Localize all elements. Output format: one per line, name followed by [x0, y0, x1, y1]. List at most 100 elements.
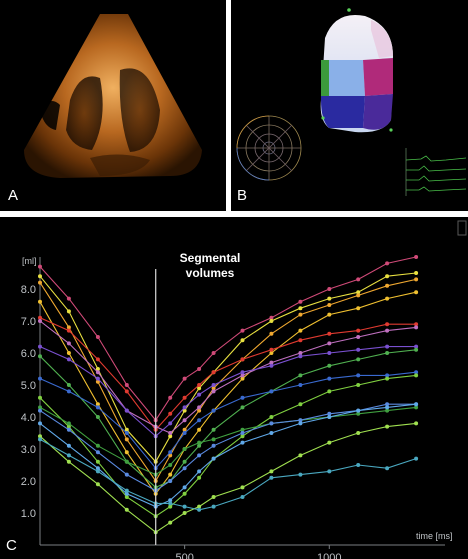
- series-1-point: [327, 287, 332, 291]
- series-7-point: [95, 376, 100, 381]
- series-6-point: [168, 431, 173, 435]
- series-14-point: [269, 469, 274, 474]
- y-tick-label: 5.0: [21, 380, 36, 392]
- series-9-point: [240, 395, 245, 400]
- series-9-point: [95, 405, 100, 410]
- series-8-point: [197, 443, 202, 448]
- series-5-point: [211, 370, 216, 375]
- series-14-point: [168, 520, 173, 525]
- series-2-point: [38, 274, 42, 279]
- series-10-point: [240, 434, 245, 439]
- series-12-point: [95, 450, 100, 455]
- series-5-point: [182, 395, 187, 400]
- series-12-point: [168, 479, 173, 483]
- series-7-point: [38, 344, 42, 349]
- series-14-point: [95, 482, 100, 487]
- series-8-point: [327, 363, 332, 368]
- series-9-point: [414, 370, 419, 375]
- series-2-point: [95, 367, 100, 371]
- series-3-point: [385, 283, 390, 288]
- series-6-point: [298, 351, 303, 355]
- series-5-point: [66, 328, 71, 333]
- series-line-13: [39, 403, 417, 508]
- series-10-point: [298, 402, 303, 407]
- series-10-point: [356, 383, 361, 387]
- panel-c-volume-chart: [ml] time [ms] Segmental volumes 1.0 2.0 3…: [0, 217, 468, 559]
- series-11-point: [385, 408, 390, 413]
- series-15-point: [66, 453, 71, 458]
- series-3-point: [356, 293, 361, 298]
- series-15-point: [269, 475, 274, 480]
- series-12-point: [385, 402, 390, 407]
- series-1-point: [95, 335, 100, 339]
- series-2-point: [240, 338, 245, 343]
- series-5-point: [197, 383, 202, 387]
- series-10-point: [38, 395, 42, 400]
- series-3-point: [298, 312, 303, 317]
- series-9-point: [124, 431, 129, 435]
- series-14-point: [197, 504, 202, 509]
- series-6-point: [240, 373, 245, 378]
- series-6-point: [182, 418, 187, 423]
- series-13-point: [356, 408, 361, 413]
- series-4-point: [197, 427, 202, 432]
- series-4-point: [168, 472, 173, 477]
- series-14-point: [211, 495, 216, 499]
- series-1-point: [66, 296, 71, 301]
- series-5-point: [414, 322, 419, 327]
- series-13-point: [182, 485, 187, 490]
- series-9-point: [168, 450, 173, 455]
- frame-corner-box: [457, 220, 467, 236]
- series-10-point: [95, 459, 100, 464]
- series-line-5: [39, 317, 417, 431]
- series-12-point: [66, 427, 71, 432]
- x-tick-label: 500: [175, 552, 193, 559]
- series-8-point: [95, 415, 100, 419]
- series-4-point: [66, 351, 71, 355]
- series-12-point: [197, 453, 202, 458]
- series-6-point: [356, 335, 361, 339]
- x-axis-unit-label: time [ms]: [416, 531, 453, 541]
- series-line-6: [39, 320, 417, 434]
- series-5-point: [38, 315, 42, 320]
- series-line-12: [39, 403, 417, 492]
- series-9-point: [197, 418, 202, 423]
- series-6-point: [211, 389, 216, 394]
- series-9-point: [182, 431, 187, 435]
- series-15-point: [356, 463, 361, 467]
- series-7-point: [240, 370, 245, 375]
- series-15-point: [385, 466, 390, 471]
- series-10-point: [66, 424, 71, 429]
- series-line-11: [39, 406, 417, 476]
- series-12-point: [327, 411, 332, 416]
- series-5-point: [356, 328, 361, 333]
- series-4-point: [124, 450, 129, 455]
- series-13-point: [327, 415, 332, 419]
- series-4-point: [385, 296, 390, 301]
- series-6-point: [66, 341, 71, 346]
- series-14-point: [124, 507, 129, 512]
- series-3-point: [124, 437, 129, 442]
- series-3-point: [168, 453, 173, 458]
- series-11-point: [124, 459, 129, 464]
- series-11-point: [168, 463, 173, 467]
- series-14-point: [356, 431, 361, 435]
- series-15-point: [211, 504, 216, 509]
- series-11-point: [38, 405, 42, 410]
- series-15-point: [95, 469, 100, 474]
- series-7-point: [385, 344, 390, 349]
- series-5-point: [269, 347, 274, 352]
- series-1-point: [124, 383, 129, 387]
- y-tick-label: 3.0: [21, 444, 36, 456]
- series-15-point: [240, 495, 245, 499]
- series-1-point: [182, 376, 187, 381]
- series-3-point: [95, 379, 100, 384]
- panel-c-letter: C: [6, 537, 17, 554]
- series-10-point: [327, 389, 332, 394]
- series-6-point: [385, 328, 390, 333]
- series-line-4: [39, 291, 417, 495]
- series-1-point: [385, 261, 390, 266]
- y-tick-label: 2.0: [21, 476, 36, 488]
- series-1-point: [211, 351, 216, 355]
